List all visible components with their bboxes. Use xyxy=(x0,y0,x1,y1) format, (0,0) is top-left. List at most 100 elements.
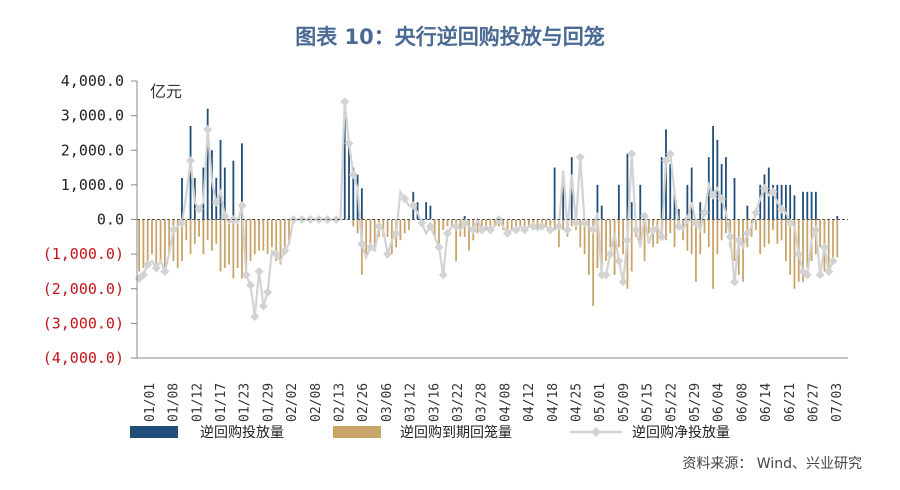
bar-maturity xyxy=(622,219,625,255)
bar-maturity xyxy=(288,219,290,244)
net-point xyxy=(794,249,804,259)
bar-injection xyxy=(686,184,689,220)
net-point xyxy=(417,218,427,228)
bar-injection xyxy=(343,108,346,220)
net-point xyxy=(819,242,829,252)
x-tick-label: 05/29 xyxy=(688,383,703,422)
net-point xyxy=(511,225,521,235)
bar-maturity xyxy=(386,219,389,237)
bar-maturity xyxy=(617,219,620,248)
net-point xyxy=(237,201,247,211)
bar-maturity xyxy=(198,219,201,237)
bar-maturity xyxy=(283,219,286,248)
bar-maturity xyxy=(596,219,599,268)
bar-maturity xyxy=(365,219,368,258)
bar-injection xyxy=(553,167,556,220)
x-tick-label: 04/25 xyxy=(569,383,584,422)
net-point xyxy=(785,218,795,228)
bar-maturity xyxy=(789,219,792,275)
bar-injection xyxy=(626,153,629,220)
net-point xyxy=(627,149,637,159)
net-point xyxy=(768,187,778,197)
bar-maturity xyxy=(463,219,466,237)
bar-maturity xyxy=(146,219,149,262)
bar-maturity xyxy=(725,219,727,234)
bar-maturity xyxy=(686,219,689,251)
bar-injection xyxy=(793,195,796,220)
bar-maturity xyxy=(172,219,175,262)
y-tick-label: (1,000.0) xyxy=(43,245,124,263)
net-point xyxy=(588,225,598,235)
source-note: 资料来源： Wind、兴业研究 xyxy=(682,456,862,472)
net-point xyxy=(485,225,495,235)
net-point xyxy=(468,225,478,235)
net-point xyxy=(824,266,834,276)
bar-maturity xyxy=(138,219,141,272)
bar-maturity xyxy=(613,219,616,275)
net-point xyxy=(537,221,547,231)
net-point xyxy=(194,204,204,214)
bar-maturity xyxy=(587,219,590,275)
bar-maturity xyxy=(510,219,513,230)
x-tick-label: 02/13 xyxy=(332,383,347,422)
bar-injection xyxy=(690,167,693,220)
bar-injection xyxy=(596,184,599,220)
bar-injection xyxy=(617,184,620,220)
x-tick-label: 02/02 xyxy=(285,383,300,422)
bar-injection xyxy=(725,157,727,220)
bar-injection xyxy=(429,205,432,220)
net-point xyxy=(383,249,393,259)
y-tick-label: 4,000.0 xyxy=(61,72,124,90)
bar-maturity xyxy=(185,219,188,241)
net-point xyxy=(408,201,418,211)
bar-maturity xyxy=(489,219,492,230)
bar-maturity xyxy=(515,219,517,230)
x-tick-label: 04/18 xyxy=(546,383,561,422)
bar-maturity xyxy=(155,219,158,268)
net-point xyxy=(160,266,170,276)
bar-injection xyxy=(810,191,813,220)
x-tick-label: 03/22 xyxy=(451,383,466,422)
bar-maturity xyxy=(433,219,436,237)
bar-injection xyxy=(660,157,663,220)
legend-label-net: 逆回购净投放量 xyxy=(632,425,730,441)
net-point xyxy=(340,97,350,107)
legend-swatch-maturity xyxy=(333,426,381,438)
net-point xyxy=(605,249,615,259)
bar-injection xyxy=(733,177,736,220)
bar-maturity xyxy=(485,219,487,230)
bar-maturity xyxy=(373,219,376,251)
net-point xyxy=(434,242,444,252)
bar-maturity xyxy=(647,219,650,234)
bar-maturity xyxy=(266,219,269,255)
net-point xyxy=(297,215,307,224)
bar-maturity xyxy=(784,219,787,262)
bar-maturity xyxy=(716,219,719,255)
bar-maturity xyxy=(438,219,440,248)
net-point xyxy=(640,211,650,221)
bar-maturity xyxy=(553,219,556,230)
y-tick-label: (2,000.0) xyxy=(43,280,124,298)
x-tick-label: 03/28 xyxy=(475,383,490,422)
net-point xyxy=(143,260,153,270)
bar-maturity xyxy=(767,219,770,244)
net-point xyxy=(734,235,744,245)
net-point xyxy=(357,239,367,249)
net-point xyxy=(648,225,658,235)
bar-injection xyxy=(806,191,809,220)
net-point xyxy=(177,218,187,228)
net-point xyxy=(614,256,624,266)
bar-maturity xyxy=(215,219,218,244)
bar-injection xyxy=(241,143,243,220)
bar-injection xyxy=(232,160,235,220)
net-point xyxy=(246,280,256,290)
net-point xyxy=(661,156,671,166)
net-point xyxy=(151,263,161,273)
net-point xyxy=(263,287,273,297)
net-point xyxy=(365,242,375,252)
net-point xyxy=(665,149,675,159)
bar-injection xyxy=(630,202,633,220)
net-point xyxy=(717,194,727,204)
bar-maturity xyxy=(536,219,539,230)
bar-maturity xyxy=(189,219,192,255)
